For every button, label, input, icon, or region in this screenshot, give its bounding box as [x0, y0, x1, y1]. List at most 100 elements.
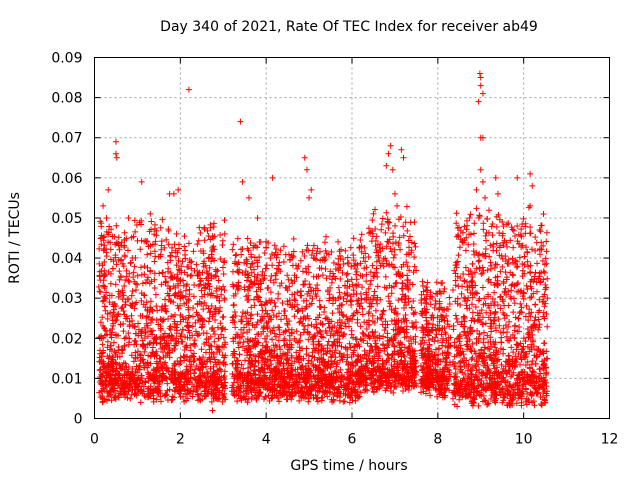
data-point	[353, 271, 360, 278]
data-point	[199, 293, 206, 300]
data-point	[143, 314, 150, 321]
data-point	[207, 342, 214, 349]
data-point	[126, 321, 133, 328]
data-point	[543, 238, 550, 245]
data-point	[323, 233, 330, 240]
data-point	[115, 288, 122, 295]
data-point	[264, 285, 271, 292]
data-point	[125, 296, 132, 303]
data-point	[171, 274, 178, 281]
data-point	[341, 398, 348, 405]
data-point	[462, 247, 469, 254]
data-point	[461, 277, 468, 284]
data-point	[470, 230, 477, 237]
data-point	[304, 322, 311, 329]
data-point	[121, 252, 128, 259]
data-point	[219, 237, 226, 244]
data-point	[129, 288, 136, 295]
data-point	[236, 351, 243, 358]
data-point	[299, 268, 306, 275]
data-point	[337, 276, 344, 283]
data-point	[344, 270, 351, 277]
data-point	[446, 300, 453, 307]
data-point	[211, 331, 218, 338]
data-point	[144, 251, 151, 258]
data-point	[365, 285, 372, 292]
data-point	[157, 340, 164, 347]
data-point	[151, 285, 158, 292]
data-point	[115, 234, 122, 241]
data-point	[372, 206, 379, 213]
data-point	[205, 318, 212, 325]
data-point	[263, 338, 270, 345]
data-point	[191, 337, 198, 344]
data-point	[350, 235, 357, 242]
data-point	[190, 248, 197, 255]
data-point	[116, 361, 123, 368]
data-point	[158, 281, 165, 288]
data-point	[112, 331, 119, 338]
data-point	[170, 335, 177, 342]
data-point	[378, 226, 385, 233]
data-point	[164, 380, 171, 387]
data-point	[508, 287, 515, 294]
data-point	[529, 368, 536, 375]
data-point	[101, 294, 108, 301]
data-point	[520, 296, 527, 303]
data-point	[122, 277, 129, 284]
data-point	[202, 349, 209, 356]
data-point	[200, 247, 207, 254]
data-point	[135, 320, 142, 327]
data-point	[281, 308, 288, 315]
data-point	[388, 290, 395, 297]
data-point	[335, 238, 342, 245]
data-point	[134, 281, 141, 288]
data-point	[104, 338, 111, 345]
data-point	[186, 357, 193, 364]
data-point	[192, 328, 199, 335]
data-point	[371, 273, 378, 280]
data-point	[182, 247, 189, 254]
data-point	[310, 273, 317, 280]
data-point	[165, 241, 172, 248]
data-point	[206, 254, 213, 261]
data-point	[173, 335, 180, 342]
data-point	[220, 270, 227, 277]
data-point	[130, 269, 137, 276]
data-point	[151, 276, 158, 283]
data-point	[316, 311, 323, 318]
data-point	[151, 258, 158, 265]
data-point	[438, 280, 445, 287]
data-point	[98, 353, 105, 360]
data-point	[171, 346, 178, 353]
data-point	[470, 241, 477, 248]
data-point	[162, 296, 169, 303]
data-point	[335, 284, 342, 291]
data-point	[103, 249, 110, 256]
data-point	[116, 246, 123, 253]
data-point	[157, 355, 164, 362]
data-point	[196, 396, 203, 403]
data-point	[198, 346, 205, 353]
data-point	[475, 258, 482, 265]
data-point	[140, 301, 147, 308]
data-point	[181, 233, 188, 240]
data-point	[175, 241, 182, 248]
data-point	[200, 329, 207, 336]
data-point	[528, 246, 535, 253]
data-point	[208, 398, 215, 405]
data-point	[288, 326, 295, 333]
data-point	[217, 256, 224, 263]
data-point	[178, 263, 185, 270]
data-point	[213, 287, 220, 294]
data-point	[110, 339, 117, 346]
data-point	[206, 315, 213, 322]
data-point	[103, 228, 110, 235]
data-point	[268, 272, 275, 279]
data-point	[157, 224, 164, 231]
data-point	[345, 323, 352, 330]
data-point	[244, 235, 251, 242]
data-point	[159, 318, 166, 325]
data-point	[294, 265, 301, 272]
data-point	[353, 276, 360, 283]
